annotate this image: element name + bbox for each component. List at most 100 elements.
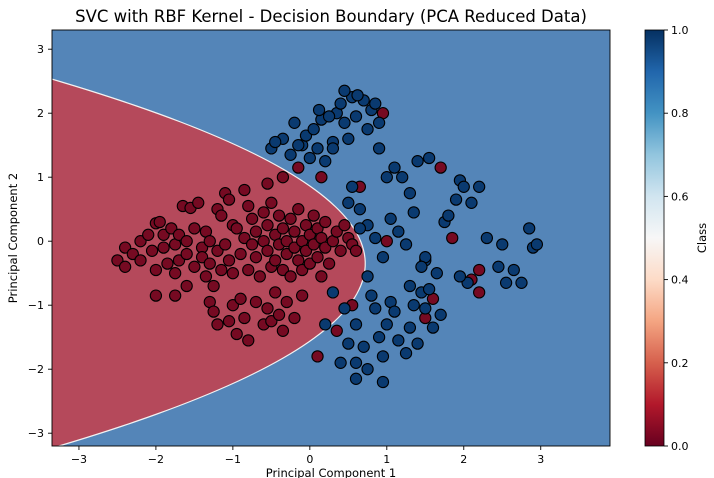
colorbar-tick-label: 0.4	[671, 274, 689, 287]
data-point-class-1	[326, 286, 340, 299]
data-point-class-1	[312, 103, 326, 117]
y-tick-label: 3	[37, 43, 44, 56]
data-point-class-1	[426, 321, 440, 334]
x-tick-label: −1	[225, 453, 241, 466]
data-point-class-1	[334, 356, 347, 369]
data-point-class-0	[234, 247, 247, 261]
data-point-class-1	[411, 155, 424, 168]
data-point-class-0	[253, 270, 266, 283]
data-point-class-1	[419, 302, 432, 315]
data-point-class-0	[380, 235, 393, 248]
y-tick-label: −1	[28, 299, 44, 312]
data-point-class-1	[342, 132, 355, 145]
data-point-class-1	[372, 142, 386, 155]
data-point-class-0	[276, 171, 290, 184]
data-point-class-1	[465, 196, 478, 209]
data-point-class-0	[142, 228, 155, 241]
data-point-class-0	[284, 212, 297, 225]
data-point-class-0	[434, 161, 447, 174]
data-point-class-1	[334, 97, 347, 110]
x-tick-label: −3	[71, 453, 87, 466]
y-tick-label: 2	[37, 107, 44, 120]
data-point-class-1	[392, 225, 405, 238]
data-point-class-0	[157, 241, 170, 254]
data-point-class-0	[276, 222, 290, 235]
data-point-class-1	[499, 276, 513, 289]
data-point-class-1	[515, 276, 528, 289]
data-point-class-0	[153, 215, 166, 229]
x-tick-label: 0	[306, 453, 313, 466]
data-point-class-1	[399, 238, 413, 251]
data-point-class-0	[292, 203, 305, 216]
data-point-class-0	[311, 251, 324, 264]
data-point-class-1	[442, 209, 455, 222]
data-point-class-1	[415, 260, 428, 273]
data-point-class-1	[353, 203, 367, 216]
colorbar-ticks: 0.0 0.2 0.4 0.6 0.8 1.0	[664, 24, 689, 453]
colorbar-tick-label: 1.0	[671, 24, 689, 37]
data-point-class-1	[403, 321, 417, 334]
data-point-class-0	[315, 270, 328, 283]
data-point-class-1	[376, 375, 390, 389]
data-point-class-0	[180, 247, 193, 261]
data-point-class-1	[361, 123, 374, 136]
data-point-class-0	[149, 289, 163, 302]
data-point-class-0	[269, 254, 282, 267]
data-point-class-1	[449, 193, 463, 206]
data-point-class-1	[403, 187, 417, 200]
x-axis-label: Principal Component 1	[266, 466, 396, 478]
data-point-class-0	[295, 289, 309, 302]
data-point-class-0	[307, 209, 320, 222]
y-tick-label: 1	[37, 171, 44, 184]
data-point-class-0	[226, 267, 240, 280]
data-point-class-1	[319, 155, 332, 168]
data-point-class-1	[349, 372, 363, 385]
data-point-class-0	[276, 324, 290, 337]
data-point-class-0	[230, 327, 243, 341]
data-point-class-1	[284, 148, 297, 161]
data-point-class-0	[245, 238, 259, 251]
colorbar-tick-label: 0.8	[671, 107, 689, 120]
y-axis-label: Principal Component 2	[6, 173, 20, 303]
data-point-class-0	[334, 244, 347, 257]
x-tick-label: −2	[148, 453, 164, 466]
data-point-class-0	[311, 350, 324, 363]
data-point-class-0	[203, 257, 216, 270]
data-point-class-1	[319, 318, 332, 331]
data-point-class-1	[376, 251, 390, 264]
data-point-class-0	[180, 235, 193, 248]
data-point-class-1	[507, 263, 520, 277]
data-point-class-0	[219, 238, 232, 251]
data-point-class-0	[199, 270, 213, 283]
data-point-class-1	[338, 84, 351, 97]
data-point-class-0	[284, 270, 297, 283]
data-point-class-1	[380, 171, 393, 184]
colorbar-tick-label: 0.2	[671, 357, 689, 370]
y-tick-label: 0	[37, 235, 44, 248]
data-point-class-0	[280, 295, 293, 309]
data-point-class-1	[372, 116, 386, 129]
data-point-class-1	[473, 180, 486, 193]
data-point-class-0	[203, 235, 216, 248]
data-point-class-0	[272, 308, 286, 321]
data-point-class-0	[145, 244, 159, 257]
x-tick-label: 1	[383, 453, 390, 466]
data-point-class-0	[473, 286, 486, 299]
data-point-class-0	[238, 311, 251, 325]
plot-frame	[51, 29, 611, 447]
data-point-class-0	[230, 222, 243, 235]
data-point-class-1	[480, 231, 494, 245]
data-point-class-1	[365, 289, 378, 302]
data-point-class-0	[238, 183, 251, 197]
data-point-class-0	[261, 244, 274, 257]
x-tick-label: 3	[537, 453, 544, 466]
data-point-class-1	[342, 337, 355, 350]
data-point-class-1	[380, 318, 393, 331]
data-point-class-1	[349, 110, 363, 123]
data-point-class-0	[322, 257, 336, 270]
data-point-class-0	[161, 257, 174, 270]
data-point-class-0	[242, 334, 255, 347]
data-point-class-1	[353, 222, 367, 235]
data-point-class-0	[207, 305, 220, 318]
